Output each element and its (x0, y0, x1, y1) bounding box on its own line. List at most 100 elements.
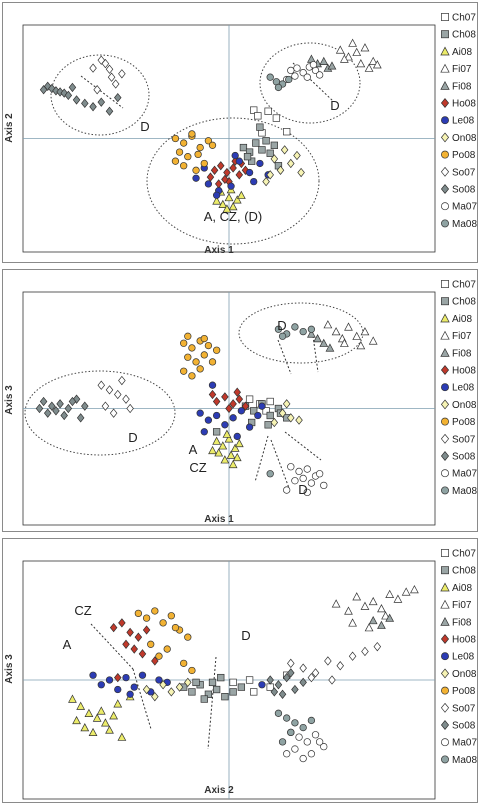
legend-label: Fi07 (452, 331, 472, 342)
group-ellipse (24, 370, 176, 456)
point-ch07 (266, 683, 274, 691)
point-ai08 (234, 438, 244, 448)
point-le08 (138, 671, 147, 679)
point-so07 (311, 668, 320, 678)
point-po08 (167, 612, 175, 620)
legend-label: Ai08 (452, 314, 472, 325)
point-on08 (293, 150, 301, 161)
legend-marker (440, 98, 450, 108)
point-po08 (184, 633, 192, 641)
point-le08 (235, 157, 243, 165)
legend-label: Fi08 (452, 81, 472, 92)
point-fi07 (364, 623, 374, 632)
legend-marker (441, 686, 449, 695)
point-fi07 (360, 327, 370, 336)
point-so07 (328, 675, 336, 685)
point-so07 (107, 72, 116, 82)
legend-marker (440, 46, 450, 56)
point-fi07 (344, 52, 353, 61)
point-on08 (159, 680, 167, 690)
point-ch08 (252, 139, 260, 147)
point-ai08 (88, 727, 98, 737)
point-fi08 (385, 613, 395, 622)
point-ma08 (278, 332, 287, 340)
point-ho08 (241, 165, 250, 175)
point-ho08 (217, 161, 225, 171)
point-po08 (196, 365, 204, 373)
divider-line (284, 431, 322, 461)
point-ma07 (283, 486, 291, 494)
point-fi07 (352, 592, 362, 601)
point-le08 (204, 180, 213, 188)
point-ho08 (122, 639, 130, 649)
point-so08 (35, 403, 44, 414)
legend-marker (441, 549, 449, 557)
point-ai08 (228, 202, 238, 211)
point-ma07 (295, 467, 303, 476)
panel-2: D D A CZ D Axis 1 Axis 3 Ch07 Ch08 Ai08 Fi07 Fi08 Ho… (2, 269, 478, 532)
panel-1: D D A, CZ, (D) Axis 1 Axis 2 Ch07 Ch08 Ai08 Fi07… (2, 2, 478, 263)
series-on08 (142, 677, 192, 702)
point-so07 (101, 58, 110, 69)
legend-marker (440, 702, 450, 713)
point-po08 (180, 139, 188, 147)
point-fi07 (372, 60, 382, 69)
point-ma08 (299, 327, 307, 336)
point-on08 (184, 677, 192, 688)
point-po08 (184, 353, 192, 361)
point-ai08 (218, 199, 228, 208)
legend-label: Fi08 (452, 617, 472, 628)
legend-marker (440, 347, 450, 357)
point-so08 (282, 672, 291, 683)
legend-marker (441, 383, 449, 392)
legend-marker (441, 469, 449, 478)
legend-label: So07 (452, 434, 476, 445)
legend-label: Po08 (452, 686, 476, 697)
point-fi07 (331, 327, 341, 336)
point-ch07 (245, 395, 254, 403)
series-fi08 (307, 329, 335, 352)
legend-marker (441, 486, 449, 495)
point-fi07 (381, 611, 390, 620)
point-po08 (200, 159, 208, 168)
legend-marker (440, 365, 450, 375)
point-so08 (64, 90, 73, 101)
point-ma07 (320, 481, 328, 490)
point-le08 (245, 423, 254, 431)
point-ai08 (76, 701, 86, 710)
point-ma07 (293, 64, 301, 72)
point-so07 (373, 642, 382, 652)
group-label: D (128, 430, 137, 445)
point-so08 (274, 680, 283, 690)
legend-label: Le08 (452, 383, 475, 394)
point-so07 (336, 661, 344, 671)
legend-marker (440, 63, 450, 73)
point-ai08 (222, 204, 232, 213)
legend-marker (440, 184, 450, 194)
point-le08 (126, 690, 134, 698)
point-ma08 (291, 719, 299, 727)
point-le08 (105, 676, 114, 684)
point-le08 (237, 407, 246, 415)
point-fi07 (368, 596, 378, 606)
point-fi07 (368, 56, 378, 65)
point-fi08 (319, 56, 329, 65)
point-so07 (118, 69, 126, 79)
group-label: CZ (189, 460, 206, 475)
point-on08 (151, 692, 159, 702)
legend-marker (440, 720, 450, 730)
point-le08 (97, 681, 105, 689)
point-so07 (97, 380, 106, 390)
series-fi07 (331, 585, 419, 632)
point-ho08 (223, 167, 231, 178)
point-ma08 (291, 323, 299, 331)
y-axis-label: Axis 3 (4, 385, 15, 415)
point-on08 (262, 176, 270, 187)
point-po08 (204, 137, 213, 145)
legend-marker (441, 202, 449, 211)
point-so08 (43, 408, 52, 418)
point-po08 (188, 372, 196, 380)
panel-3: CZ A D Axis 2 Axis 3 Ch07 Ch08 Ai08 Fi07 Fi08 Ho08… (2, 538, 478, 803)
point-po08 (155, 652, 163, 660)
group-label: A (63, 637, 72, 652)
